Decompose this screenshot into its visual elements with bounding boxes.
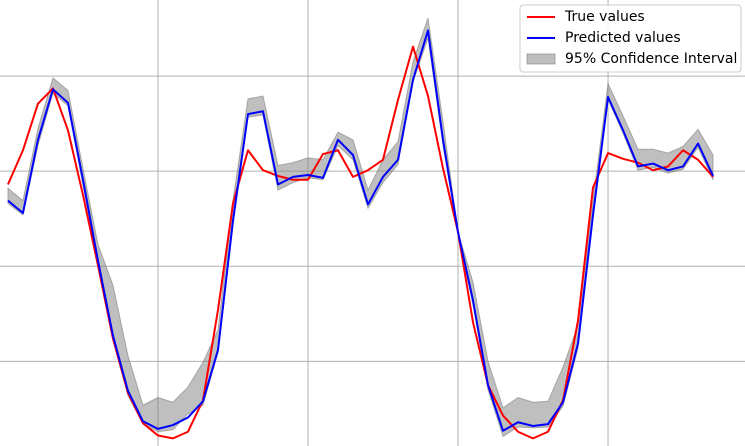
data-line xyxy=(7,29,714,432)
legend-box xyxy=(519,4,742,73)
legend-label: 95% Confidence Interval xyxy=(565,51,737,67)
legend: True values Predicted values 95% Confidenc… xyxy=(519,4,742,73)
confidence-band xyxy=(7,17,714,438)
legend-label: True values xyxy=(564,9,645,25)
legend-label: Predicted values xyxy=(565,30,681,46)
legend-swatch xyxy=(526,53,556,65)
